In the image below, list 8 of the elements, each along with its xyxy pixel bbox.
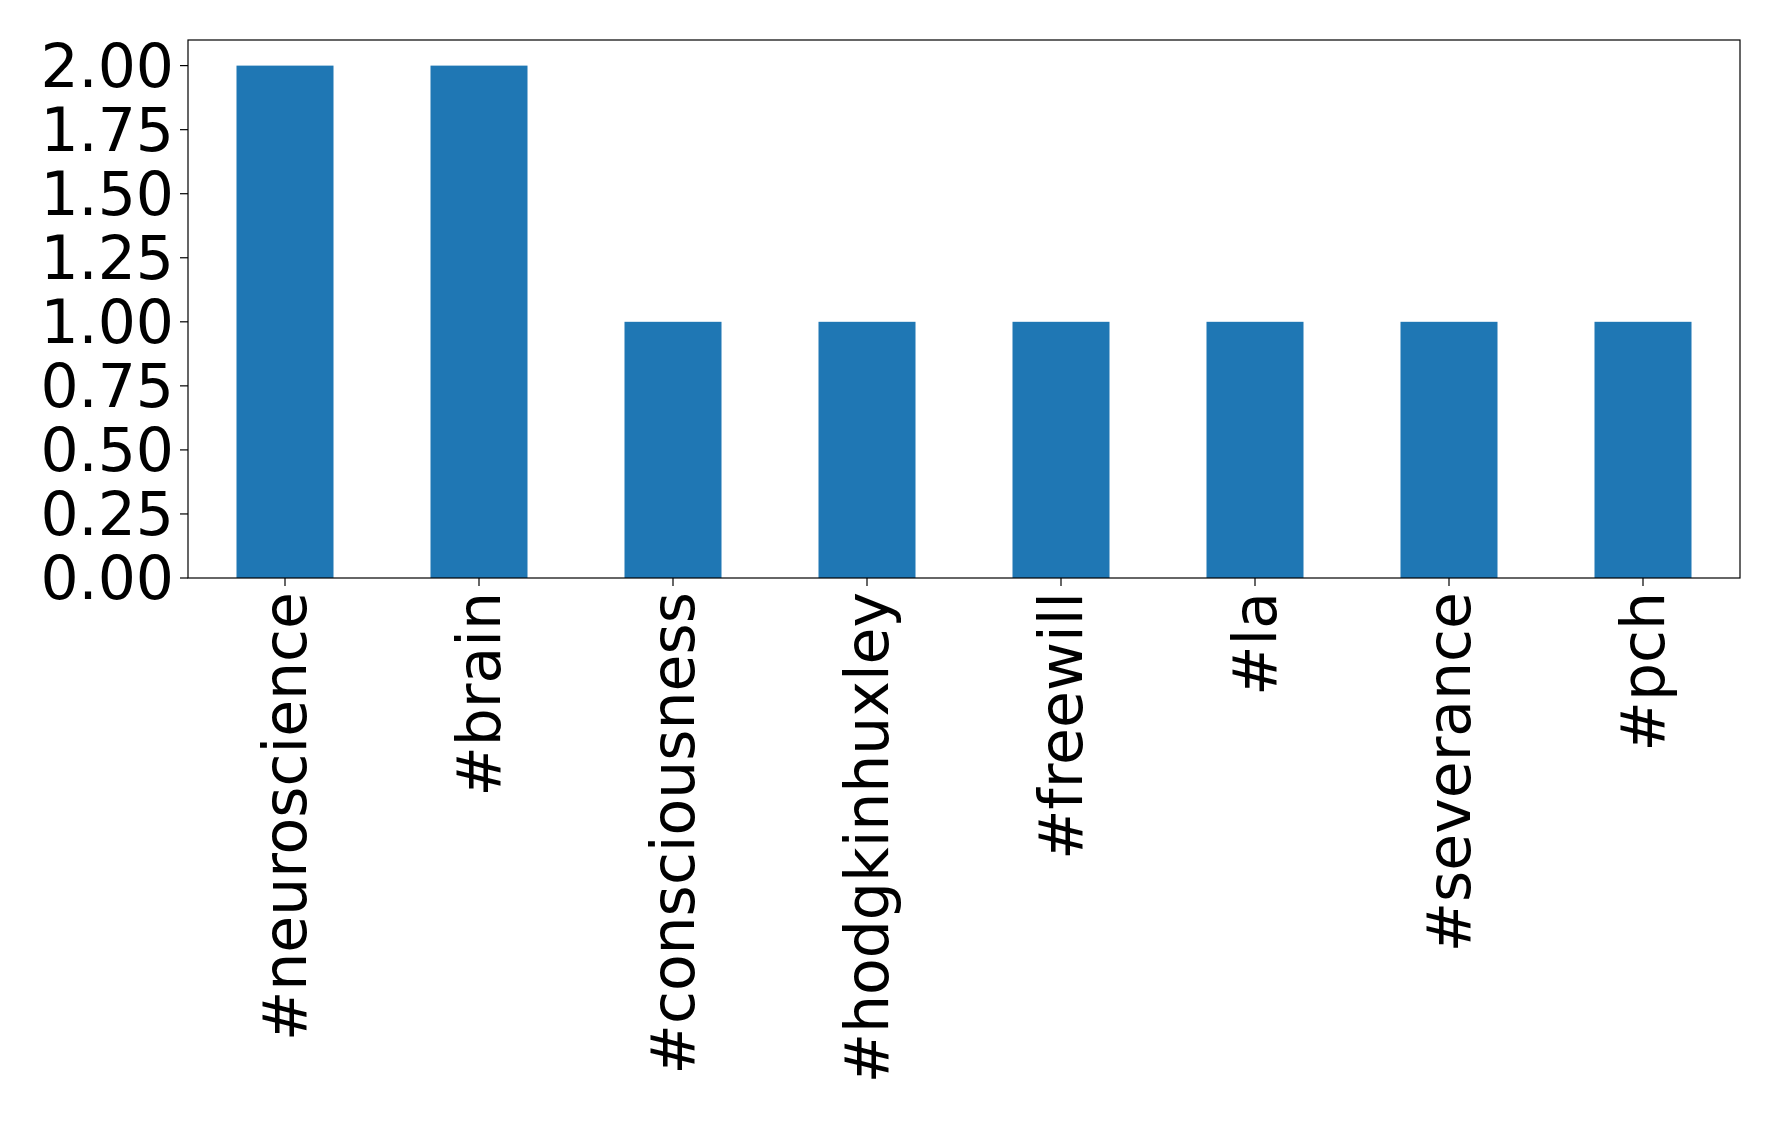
x-tick-label: #brain xyxy=(444,592,514,797)
x-tick-label: #la xyxy=(1220,592,1290,696)
x-tick-label: #hodgkinhuxley xyxy=(832,592,902,1084)
x-tick-label: #freewill xyxy=(1026,592,1096,860)
x-tick-label: #pch xyxy=(1608,592,1678,752)
x-tick-label: #neuroscience xyxy=(250,592,320,1042)
x-tick-label: #consciousness xyxy=(638,592,708,1075)
x-tick-label: #severance xyxy=(1414,592,1484,953)
